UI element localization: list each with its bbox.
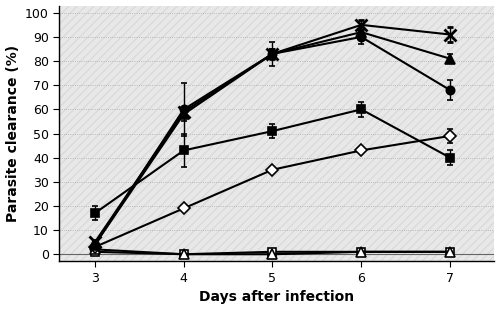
X-axis label: Days after infection: Days after infection: [200, 290, 354, 304]
Y-axis label: Parasite clearance (%): Parasite clearance (%): [6, 45, 20, 222]
